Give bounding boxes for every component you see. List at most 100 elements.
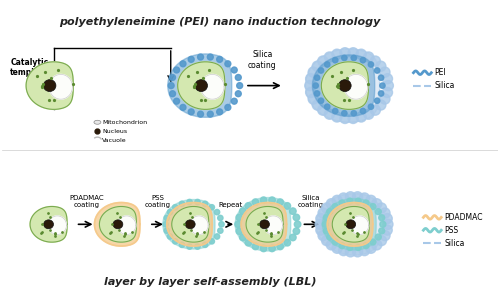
Circle shape [363,243,369,249]
Circle shape [195,244,200,249]
Circle shape [306,87,316,98]
Circle shape [378,215,384,221]
Circle shape [332,112,342,122]
Circle shape [318,56,328,66]
Circle shape [164,215,170,220]
Circle shape [368,62,374,67]
Circle shape [225,104,231,110]
Circle shape [355,244,361,250]
Circle shape [347,198,353,204]
Text: Repeat: Repeat [218,202,243,208]
Text: PEI: PEI [434,68,446,77]
Circle shape [179,242,184,248]
Circle shape [324,104,330,110]
Polygon shape [49,74,72,99]
Polygon shape [306,49,380,122]
Circle shape [372,240,382,250]
Circle shape [348,48,358,58]
Polygon shape [190,216,208,235]
Circle shape [360,193,370,203]
Circle shape [351,55,356,61]
Circle shape [252,243,258,250]
Circle shape [376,234,382,240]
Polygon shape [246,206,283,242]
Circle shape [214,234,220,239]
Circle shape [318,105,328,115]
Circle shape [269,245,276,252]
Circle shape [356,112,366,122]
Circle shape [370,204,376,210]
Circle shape [351,111,356,116]
Circle shape [355,198,361,204]
Circle shape [277,243,283,250]
Text: Silica
coating: Silica coating [298,196,324,208]
Circle shape [284,239,290,246]
Circle shape [198,111,203,117]
Circle shape [260,245,267,252]
Circle shape [376,100,386,110]
Polygon shape [200,74,224,99]
Polygon shape [322,62,368,110]
Ellipse shape [186,220,195,229]
Circle shape [174,98,180,104]
Circle shape [188,56,194,62]
Circle shape [338,193,348,203]
Circle shape [340,113,350,124]
Circle shape [366,195,376,206]
Text: Catalytic
template: Catalytic template [10,58,49,77]
Text: polyethyleneimine (PEI) nano induction technology: polyethyleneimine (PEI) nano induction t… [60,17,381,27]
Circle shape [342,111,347,116]
Circle shape [332,108,338,114]
Circle shape [245,239,252,246]
Circle shape [163,222,168,227]
Circle shape [352,192,362,202]
Circle shape [312,61,322,71]
Polygon shape [344,74,368,99]
Circle shape [284,202,290,209]
Text: Vacuole: Vacuole [102,138,127,142]
Circle shape [324,109,334,119]
Circle shape [240,208,246,214]
Circle shape [236,74,242,80]
Circle shape [382,74,392,84]
Ellipse shape [260,220,270,229]
Circle shape [269,197,276,203]
Circle shape [376,203,386,213]
Circle shape [326,240,336,250]
Circle shape [376,209,382,214]
Circle shape [327,209,332,214]
Ellipse shape [94,120,101,124]
Circle shape [208,54,214,60]
Circle shape [360,108,366,114]
Circle shape [383,80,394,91]
Polygon shape [30,206,67,242]
Circle shape [318,230,328,241]
Circle shape [332,204,338,210]
Circle shape [236,214,242,221]
Circle shape [236,91,242,97]
Circle shape [219,222,224,227]
Circle shape [360,245,370,256]
Circle shape [324,215,330,221]
Circle shape [236,82,242,88]
Circle shape [260,197,267,203]
Circle shape [245,202,252,209]
Text: Mitochondrion: Mitochondrion [102,120,148,125]
Circle shape [356,49,366,59]
Circle shape [216,56,222,62]
Circle shape [232,67,237,73]
Circle shape [188,109,194,115]
Polygon shape [178,62,225,110]
Polygon shape [332,206,370,242]
Text: Silica
coating: Silica coating [248,50,276,70]
Circle shape [376,236,386,246]
Circle shape [232,98,237,104]
Ellipse shape [338,80,351,92]
Circle shape [340,48,350,58]
Circle shape [313,83,318,88]
Circle shape [218,228,223,233]
Circle shape [179,201,184,206]
Circle shape [342,55,347,61]
Circle shape [364,109,374,119]
Circle shape [293,228,300,234]
